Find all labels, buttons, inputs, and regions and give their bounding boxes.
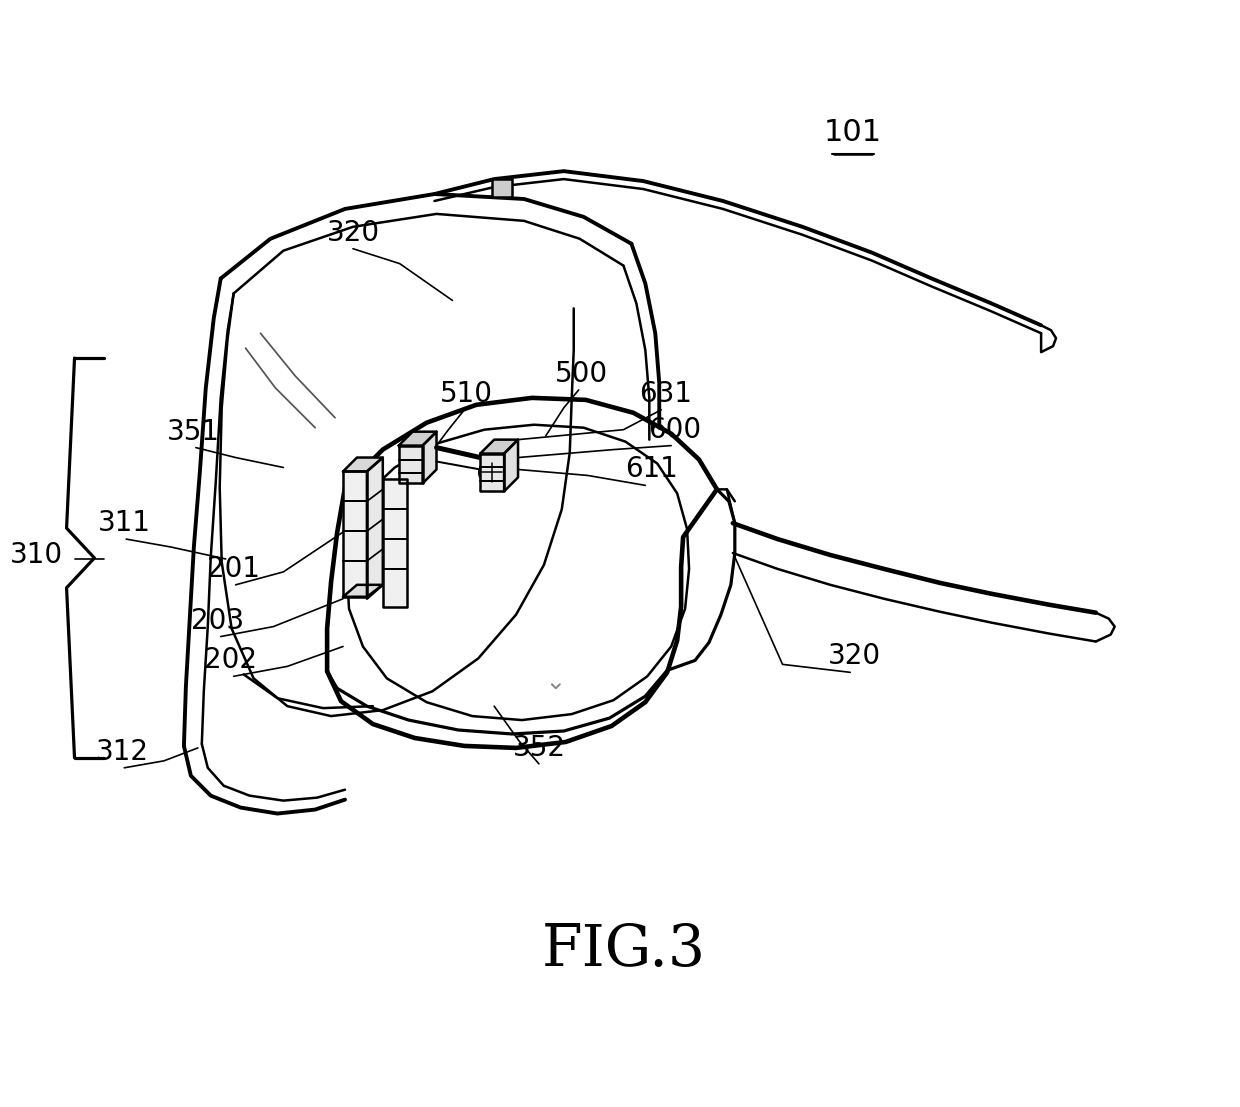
Polygon shape (383, 479, 407, 607)
Polygon shape (343, 584, 383, 597)
Text: 600: 600 (649, 415, 702, 444)
Text: 510: 510 (440, 380, 492, 407)
Text: FIG.3: FIG.3 (542, 922, 706, 977)
Polygon shape (423, 432, 436, 484)
Polygon shape (492, 179, 512, 197)
Text: 351: 351 (167, 417, 221, 446)
Text: 201: 201 (207, 555, 260, 583)
Polygon shape (480, 439, 518, 454)
Text: 312: 312 (95, 737, 149, 766)
Text: 631: 631 (639, 380, 692, 407)
Text: 310: 310 (10, 541, 62, 569)
Text: 320: 320 (326, 219, 379, 247)
Polygon shape (343, 457, 383, 472)
Text: 203: 203 (191, 607, 244, 634)
Text: 202: 202 (205, 646, 257, 674)
Polygon shape (367, 457, 383, 599)
Text: 311: 311 (98, 509, 151, 537)
Polygon shape (399, 432, 436, 446)
Text: 500: 500 (556, 360, 609, 387)
Polygon shape (480, 454, 505, 492)
Polygon shape (343, 472, 367, 597)
Text: 101: 101 (825, 118, 882, 147)
Polygon shape (505, 439, 518, 492)
Text: 352: 352 (512, 734, 565, 762)
Text: 611: 611 (625, 455, 678, 484)
Polygon shape (399, 446, 423, 484)
Text: 320: 320 (827, 642, 880, 671)
Circle shape (487, 467, 497, 477)
